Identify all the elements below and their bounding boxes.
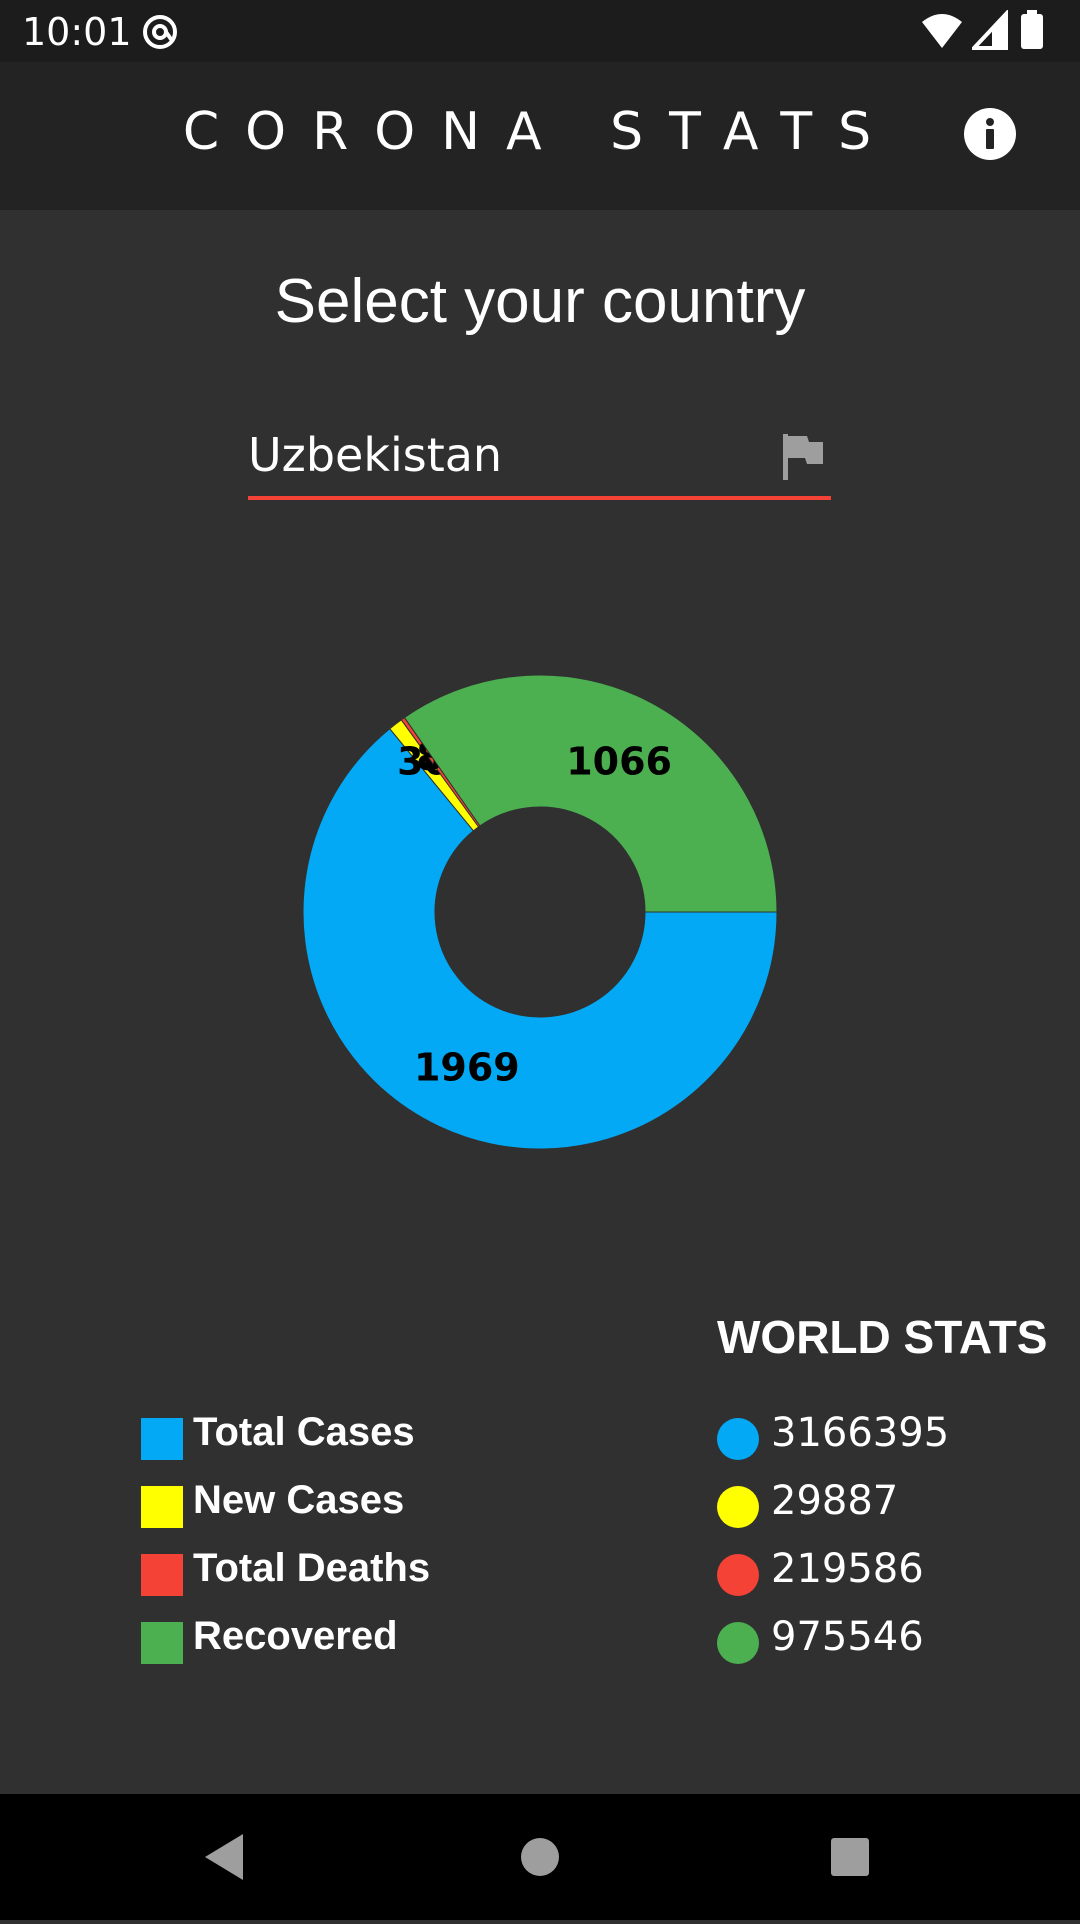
world-stat-dot <box>717 1622 759 1664</box>
legend-label: Total Cases <box>193 1410 415 1454</box>
wifi-icon <box>922 14 962 48</box>
system-nav-bar <box>0 1794 1080 1920</box>
world-stat-dot <box>717 1418 759 1460</box>
donut-hole <box>435 807 645 1017</box>
cell-signal-icon <box>972 10 1008 50</box>
world-stat-value: 29887 <box>771 1478 899 1524</box>
select-country-title: Select your country <box>274 267 806 336</box>
donut-label-recovered: 1066 <box>566 739 672 783</box>
world-stat-value: 219586 <box>771 1546 924 1592</box>
legend-label: Total Deaths <box>193 1546 431 1590</box>
country-value: Uzbekistan <box>248 428 503 482</box>
flag-icon[interactable] <box>781 432 825 486</box>
status-time: 10:01 <box>22 10 132 54</box>
home-icon <box>521 1838 559 1876</box>
chart-area: 1969 30 8 1066 <box>0 640 1080 1180</box>
home-button[interactable] <box>480 1794 600 1920</box>
country-selector-field[interactable]: Uzbekistan <box>248 420 831 500</box>
recents-icon <box>831 1838 869 1876</box>
info-icon <box>964 108 1016 160</box>
world-stats-title: WORLD STATS <box>717 1311 1048 1363</box>
recents-button[interactable] <box>790 1794 910 1920</box>
info-button[interactable] <box>964 108 1016 160</box>
world-stat-dot <box>717 1486 759 1528</box>
back-icon <box>205 1834 243 1880</box>
app-title: CORONA STATS <box>182 102 898 162</box>
world-stat-value: 3166395 <box>771 1410 950 1456</box>
legend-label: New Cases <box>193 1478 405 1522</box>
legend-swatch <box>141 1554 183 1596</box>
legend-swatch <box>141 1622 183 1664</box>
world-stat-dot <box>717 1554 759 1596</box>
at-sign-icon <box>140 12 180 56</box>
legend-swatch <box>141 1486 183 1528</box>
battery-icon <box>1021 10 1043 49</box>
status-bar: 10:01 <box>0 0 1080 62</box>
legend-label: Recovered <box>193 1614 398 1658</box>
back-button[interactable] <box>165 1794 285 1920</box>
status-icons <box>920 10 1060 52</box>
app-bar: CORONA STATS <box>0 62 1080 210</box>
donut-label-total-cases: 1969 <box>414 1046 520 1090</box>
world-stat-value: 975546 <box>771 1614 924 1660</box>
legend-swatch <box>141 1418 183 1460</box>
